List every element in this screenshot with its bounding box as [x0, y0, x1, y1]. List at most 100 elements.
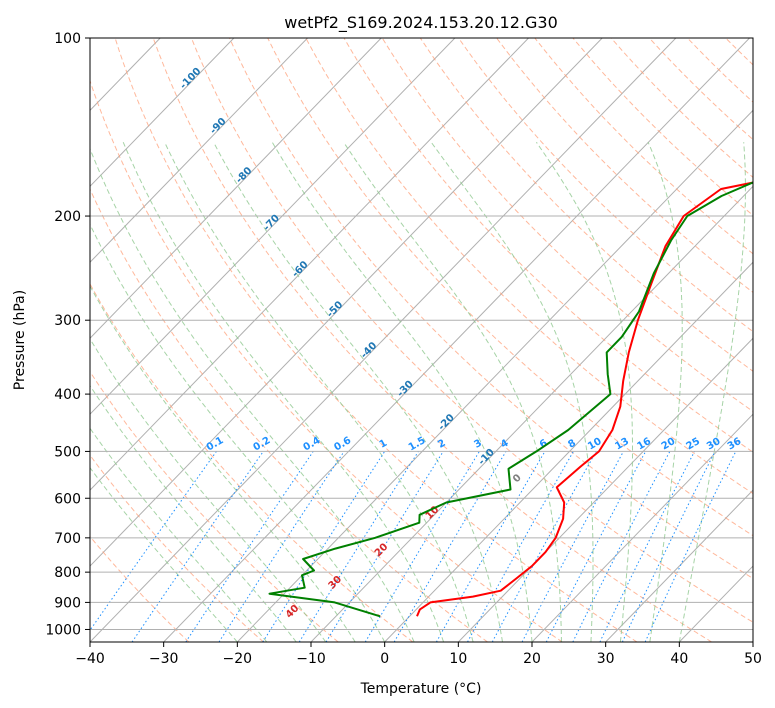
mixing-ratio-label: 0.2	[252, 435, 273, 453]
dry-adiabat-line	[190, 38, 753, 623]
isotherm-line	[163, 38, 750, 642]
dry-adiabat-line	[572, 38, 753, 216]
mixing-ratio-label: 25	[684, 436, 702, 453]
moist-adiabat-line	[647, 142, 683, 642]
mixing-ratio-lines	[90, 451, 737, 642]
dry-adiabat-line	[90, 535, 190, 642]
mixing-ratio-label: 36	[726, 436, 744, 453]
isotherm-label: -90	[208, 116, 229, 137]
mixing-ratio-line	[435, 451, 546, 642]
chart-title: wetPf2_S169.2024.153.20.12.G30	[284, 13, 558, 33]
mixing-ratio-label: 8	[566, 438, 578, 451]
mixing-ratio-line	[545, 451, 647, 642]
mixing-ratio-line	[599, 451, 695, 642]
dry-adiabat-line	[90, 370, 339, 642]
profile-series	[268, 181, 753, 618]
dry-adiabat-line	[267, 38, 753, 537]
x-tick-label: 10	[449, 651, 467, 667]
mixing-ratio-line	[218, 451, 345, 642]
lcl-label: 30	[327, 574, 345, 592]
mixing-ratio-label: 0.1	[205, 435, 226, 453]
mixing-ratio-label: 16	[636, 436, 654, 453]
isotherm-line	[384, 261, 753, 642]
x-tick-label: 40	[670, 651, 688, 667]
x-tick-label: 0	[380, 651, 389, 667]
x-tick-label: −20	[223, 651, 253, 667]
isotherm-line	[90, 38, 456, 415]
isotherm-lines	[0, 38, 753, 642]
x-axis-label: Temperature (°C)	[360, 681, 482, 697]
mixing-ratio-line	[131, 451, 264, 642]
mixing-ratio-label: 6	[538, 438, 550, 451]
isotherm-line	[90, 38, 235, 188]
x-tick-label: −40	[75, 651, 105, 667]
mixing-ratio-label: 2	[436, 438, 448, 451]
y-tick-label: 300	[54, 313, 81, 329]
y-tick-label: 400	[54, 387, 81, 403]
isotherm-line	[605, 489, 753, 642]
y-tick-label: 600	[54, 491, 81, 507]
isotherm-label: -50	[325, 299, 346, 320]
y-tick-label: 800	[54, 565, 81, 581]
mixing-ratio-line	[491, 451, 597, 642]
isotherm-line	[752, 641, 753, 642]
isotherm-line	[90, 38, 529, 491]
moist-adiabat-line	[213, 141, 503, 642]
isotherm-line	[90, 38, 677, 642]
mixing-ratio-label: 4	[499, 438, 511, 451]
dry-adiabat-line	[764, 38, 775, 642]
x-tick-label: −30	[149, 651, 179, 667]
mixing-ratio-line	[325, 451, 444, 642]
dry-adiabat-line	[496, 38, 753, 294]
isotherm-label: -30	[395, 379, 416, 400]
x-tick-label: 20	[523, 651, 541, 667]
dewpoint-profile-line	[268, 181, 753, 618]
mixing-ratio-label: 1	[378, 438, 390, 451]
dry-adiabat-line	[90, 79, 563, 642]
dry-adiabat-line	[90, 454, 264, 642]
isotherm-line	[90, 38, 382, 339]
y-tick-label: 500	[54, 444, 81, 460]
isotherm-line	[0, 38, 13, 642]
x-tick-label: −10	[296, 651, 326, 667]
lcl-label: 20	[373, 542, 391, 560]
mixing-ratio-line	[572, 451, 671, 642]
x-tick-label: 30	[597, 651, 615, 667]
dry-adiabat-lines	[90, 38, 775, 642]
plot-frame	[89, 37, 754, 643]
dry-adiabat-line	[687, 38, 753, 103]
moist-adiabat-line	[90, 147, 415, 642]
isotherm-label: -10	[476, 447, 497, 468]
y-axis-label: Pressure (hPa)	[12, 290, 28, 390]
dry-adiabat-line	[229, 38, 753, 580]
isotherm-line	[90, 38, 308, 263]
lcl-label: 0	[511, 472, 524, 485]
mixing-ratio-line	[185, 451, 314, 642]
isotherm-label: -20	[436, 412, 457, 433]
isotherm-line	[531, 413, 753, 642]
mixing-ratio-label: 0.6	[332, 435, 353, 453]
moist-adiabat-line	[164, 141, 474, 642]
moist-adiabat-line	[90, 223, 386, 642]
mixing-ratio-label: 1.5	[407, 435, 428, 453]
isotherm-line	[236, 109, 753, 642]
dry-adiabat-line	[305, 38, 753, 495]
mixing-ratio-line	[644, 451, 737, 642]
y-tick-label: 700	[54, 531, 81, 547]
mixing-ratio-line	[90, 451, 217, 632]
mixing-ratio-line	[393, 451, 507, 642]
isotherm-label: -80	[234, 165, 255, 186]
dry-adiabat-line	[419, 38, 753, 372]
isotherm-line	[457, 337, 753, 642]
mixing-ratio-label: 0.4	[302, 435, 323, 453]
mixing-ratio-label: 30	[705, 436, 723, 453]
dry-adiabat-line	[90, 188, 488, 642]
isotherm-line	[90, 38, 603, 567]
dry-adiabat-line	[343, 38, 753, 453]
dry-adiabat-line	[648, 38, 753, 141]
dry-adiabat-line	[152, 38, 712, 642]
y-tick-label: 1000	[45, 622, 81, 638]
moist-adiabat-line	[90, 384, 297, 642]
mixing-ratio-line	[262, 451, 386, 642]
